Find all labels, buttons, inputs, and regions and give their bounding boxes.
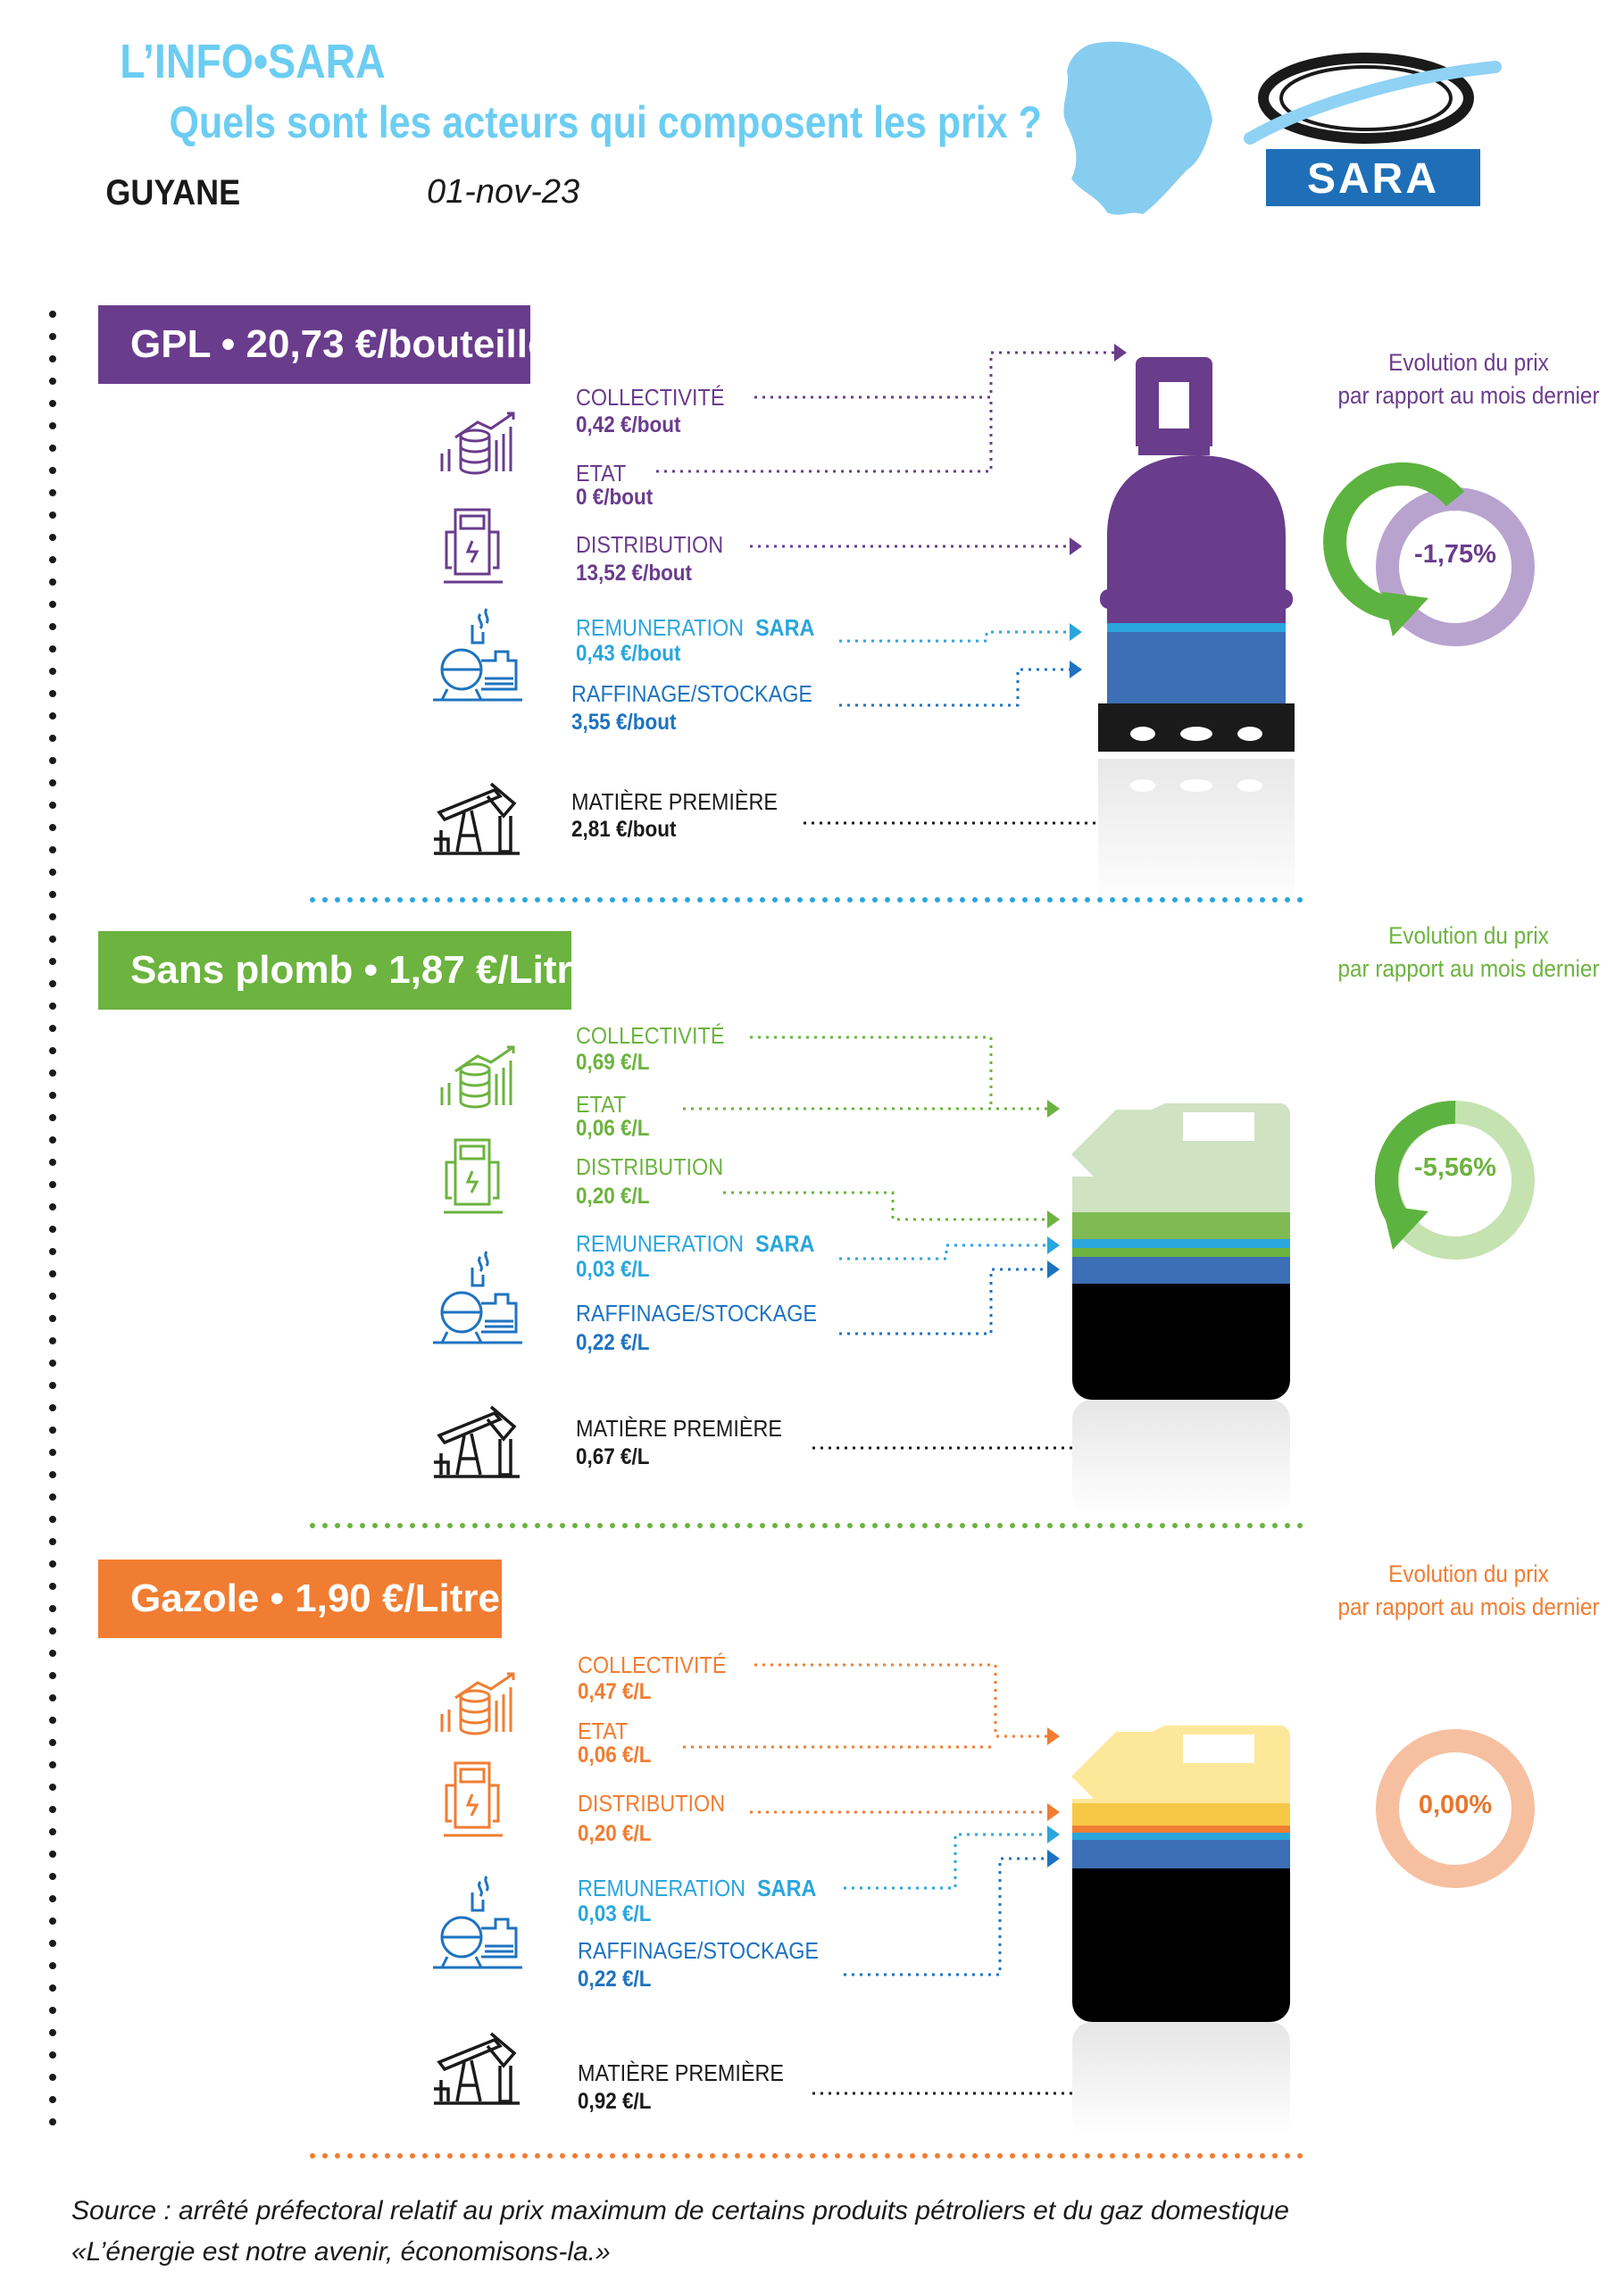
- gpl-matiere-value: 2,81 €/bout: [571, 817, 677, 842]
- gpl-matiere-label: MATIÈRE PREMIÈRE: [571, 788, 779, 815]
- sara-logo-text: SARA: [1306, 155, 1439, 203]
- gpl-evolution-ring: [1323, 462, 1535, 646]
- gpl-remuneration-label: REMUNERATION SARA: [576, 614, 815, 641]
- gpl-raffinage-value: 3,55 €/bout: [571, 710, 677, 735]
- collectivite-icon: [440, 1045, 515, 1109]
- refinery-icon: [433, 1876, 522, 1969]
- oil-pump-icon: [434, 782, 520, 855]
- oil-pump-icon: [434, 2032, 520, 2105]
- gazole-raffinage-label: RAFFINAGE/STOCKAGE: [578, 1937, 820, 1964]
- footer-source: Source : arrêté préfectoral relatif au p…: [71, 2196, 1289, 2225]
- gpl-collectivite-label: COLLECTIVITÉ: [576, 384, 725, 411]
- gazole-matiere-value: 0,92 €/L: [578, 2089, 652, 2114]
- gpl-distribution-label: DISTRIBUTION: [576, 531, 724, 558]
- gpl-etat-label: ETAT: [576, 460, 627, 487]
- gazole-matiere-label: MATIÈRE PREMIÈRE: [578, 2059, 785, 2086]
- sp-matiere-label: MATIÈRE PREMIÈRE: [576, 1415, 783, 1442]
- sp-evolution-value: -5,56%: [1414, 1153, 1496, 1182]
- refinery-icon: [433, 1251, 522, 1344]
- oil-pump-icon: [434, 1405, 520, 1478]
- gazole-jerrycan: [1071, 1725, 1291, 2138]
- refinery-icon: [433, 608, 522, 702]
- gazole-evolution-value: 0,00%: [1418, 1791, 1493, 1819]
- sp-raffinage-value: 0,22 €/L: [576, 1330, 650, 1355]
- guyane-map-icon: [1063, 41, 1212, 215]
- sp-etat-value: 0,06 €/L: [576, 1116, 650, 1141]
- sp-evolution-label: Evolution du prix par rapport au mois der…: [1337, 922, 1600, 982]
- fuel-pump-icon: [444, 508, 503, 584]
- gazole-banner: Gazole • 1,90 €/Litre: [98, 1560, 502, 1638]
- gpl-raffinage-label: RAFFINAGE/STOCKAGE: [571, 680, 813, 707]
- gazole-remuneration-label: REMUNERATION SARA: [578, 1875, 817, 1901]
- gazole-etat-label: ETAT: [578, 1718, 629, 1744]
- footer-slogan: «L’énergie est notre avenir, économisons…: [71, 2237, 611, 2267]
- gazole-remuneration-value: 0,03 €/L: [578, 1901, 652, 1926]
- gpl-gas-bottle: [1098, 357, 1295, 911]
- sp-jerrycan: [1071, 1102, 1291, 1516]
- sp-matiere-value: 0,67 €/L: [576, 1444, 650, 1469]
- gpl-etat-value: 0 €/bout: [576, 485, 654, 510]
- gazole-distribution-value: 0,20 €/L: [578, 1821, 652, 1846]
- separator-sp: [310, 1523, 1311, 1528]
- gpl-distribution-value: 13,52 €/bout: [576, 561, 693, 586]
- sp-etat-label: ETAT: [576, 1091, 627, 1118]
- gpl-evolution-label: Evolution du prix par rapport au mois der…: [1337, 349, 1600, 409]
- collectivite-icon: [440, 1672, 515, 1735]
- gazole-raffinage-value: 0,22 €/L: [578, 1967, 652, 1992]
- collectivite-icon: [440, 412, 515, 475]
- fuel-pump-icon: [444, 1761, 503, 1837]
- gpl-remuneration-value: 0,43 €/bout: [576, 641, 681, 666]
- sp-collectivite-label: COLLECTIVITÉ: [576, 1022, 725, 1049]
- sp-distribution-label: DISTRIBUTION: [576, 1153, 724, 1180]
- gazole-evolution-label: Evolution du prix par rapport au mois der…: [1337, 1560, 1600, 1620]
- region-label: GUYANE: [105, 173, 241, 212]
- date-label: 01-nov-23: [427, 173, 580, 211]
- sp-collectivite-value: 0,69 €/L: [576, 1050, 650, 1075]
- sara-logo: SARA: [1232, 49, 1502, 210]
- fuel-pump-icon: [444, 1138, 503, 1214]
- gazole-distribution-label: DISTRIBUTION: [578, 1790, 726, 1817]
- sp-remuneration-value: 0,03 €/L: [576, 1257, 650, 1282]
- sp-distribution-value: 0,20 €/L: [576, 1184, 650, 1209]
- gazole-collectivite-value: 0,47 €/L: [578, 1679, 652, 1704]
- sp-evolution-ring: [1374, 1100, 1535, 1260]
- gazole-evolution-ring: [1376, 1729, 1535, 1888]
- gpl-evolution-value: -1,75%: [1414, 540, 1496, 569]
- gazole-collectivite-label: COLLECTIVITÉ: [578, 1651, 727, 1678]
- sp-raffinage-label: RAFFINAGE/STOCKAGE: [576, 1300, 818, 1327]
- page-title: L’INFO•SARA: [120, 35, 386, 88]
- separator-gpl: [310, 897, 1311, 903]
- page-subtitle: Quels sont les acteurs qui composent les…: [169, 97, 1042, 147]
- separator-gazole: [310, 2153, 1311, 2159]
- sans-plomb-banner: Sans plomb • 1,87 €/Litre: [98, 931, 594, 1010]
- sp-remuneration-label: REMUNERATION SARA: [576, 1230, 815, 1257]
- gpl-collectivite-value: 0,42 €/bout: [576, 412, 681, 437]
- gazole-etat-value: 0,06 €/L: [578, 1743, 652, 1768]
- gpl-banner: GPL • 20,73 €/bouteille: [98, 305, 549, 384]
